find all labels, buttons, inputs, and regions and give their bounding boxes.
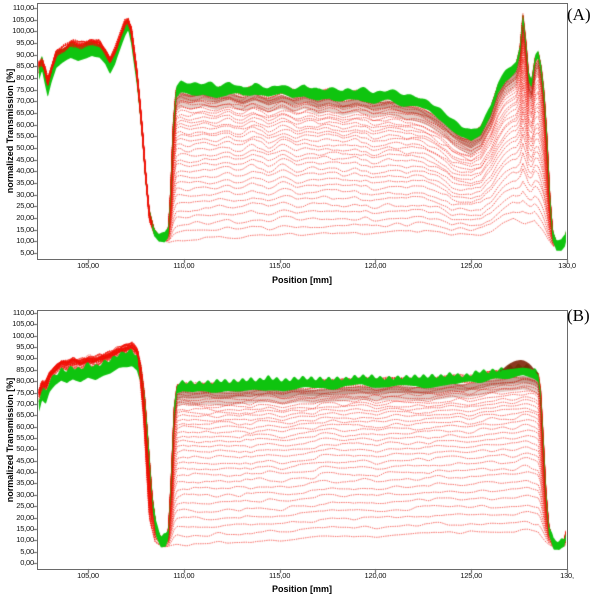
y-tick-label: 70,00 [16, 398, 34, 408]
y-tick-label: 5,00 [20, 247, 34, 257]
y-tick-label: 5,00 [20, 546, 34, 556]
y-tick-label: 40,00 [16, 166, 34, 176]
plot-frame-b [37, 310, 568, 570]
x-tick-label: 130, [560, 571, 574, 580]
y-tick-label: 90,00 [16, 49, 34, 59]
panel-label-b: (B) [567, 306, 590, 325]
y-tick-label: 75,00 [16, 84, 34, 94]
y-tick-label: 100,00 [12, 330, 34, 340]
x-tick-label: 125,00 [460, 261, 483, 270]
x-tick-label: 120,00 [364, 571, 387, 580]
y-tick-label: 0,00 [20, 558, 34, 567]
y-tick-label: 60,00 [16, 119, 34, 129]
y-tick-label: 55,00 [16, 432, 34, 442]
y-tick-label: 50,00 [16, 444, 34, 454]
x-tick-label: 130,0 [558, 261, 576, 270]
chart-b-canvas [0, 300, 603, 601]
y-tick-label: 105,00 [12, 319, 34, 329]
y-tick-label: 70,00 [16, 96, 34, 106]
y-tick-label: 55,00 [16, 131, 34, 141]
y-tick-label: 25,00 [16, 501, 34, 511]
x-tick-label: 110,00 [173, 571, 195, 580]
x-tick-label: 105,00 [77, 571, 99, 580]
y-tick-label: 35,00 [16, 177, 34, 187]
y-tick-label: 30,00 [16, 489, 34, 499]
x-tick-label: 105,00 [77, 261, 99, 270]
panel-label-a: (A) [567, 5, 591, 24]
x-axis-label-b: Position [mm] [272, 584, 332, 594]
y-tick-label: 10,00 [16, 236, 34, 246]
y-tick-label: 85,00 [16, 364, 34, 374]
y-tick-label: 75,00 [16, 387, 34, 397]
y-tick-label: 110,00 [12, 307, 34, 317]
y-tick-label: 45,00 [16, 154, 34, 164]
y-tick-label: 65,00 [16, 410, 34, 420]
y-tick-label: 85,00 [16, 61, 34, 71]
y-tick-label: 35,00 [16, 478, 34, 488]
y-tick-label: 15,00 [16, 523, 34, 533]
y-tick-label: 65,00 [16, 107, 34, 117]
y-tick-label: 20,00 [16, 512, 34, 522]
y-tick-label: 10,00 [16, 535, 34, 545]
x-tick-label: 110,00 [173, 261, 195, 270]
y-tick-label: 40,00 [16, 467, 34, 477]
chart-a-canvas [0, 0, 603, 300]
y-tick-label: 100,00 [12, 26, 34, 36]
y-tick-label: 50,00 [16, 142, 34, 152]
y-tick-label: 20,00 [16, 212, 34, 222]
y-tick-label: 80,00 [16, 376, 34, 386]
y-tick-label: 110,00 [12, 3, 34, 12]
plot-frame-a [37, 3, 568, 260]
x-axis-label-a: Position [mm] [272, 275, 332, 285]
y-tick-label: 95,00 [16, 342, 34, 352]
y-tick-label: 60,00 [16, 421, 34, 431]
y-tick-label: 25,00 [16, 201, 34, 211]
y-tick-label: 15,00 [16, 224, 34, 234]
x-tick-label: 115,00 [269, 261, 291, 270]
y-tick-label: 95,00 [16, 37, 34, 47]
x-tick-label: 115,00 [269, 571, 291, 580]
y-axis-label-b: normalized Transmission [%] [5, 377, 15, 503]
y-tick-label: 90,00 [16, 353, 34, 363]
y-tick-label: 30,00 [16, 189, 34, 199]
x-tick-label: 125,00 [460, 571, 483, 580]
y-axis-label-a: normalized Transmission [%] [5, 68, 15, 194]
y-tick-label: 80,00 [16, 72, 34, 82]
y-tick-label: 45,00 [16, 455, 34, 465]
y-tick-label: 105,00 [12, 14, 34, 24]
x-tick-label: 120,00 [364, 261, 387, 270]
